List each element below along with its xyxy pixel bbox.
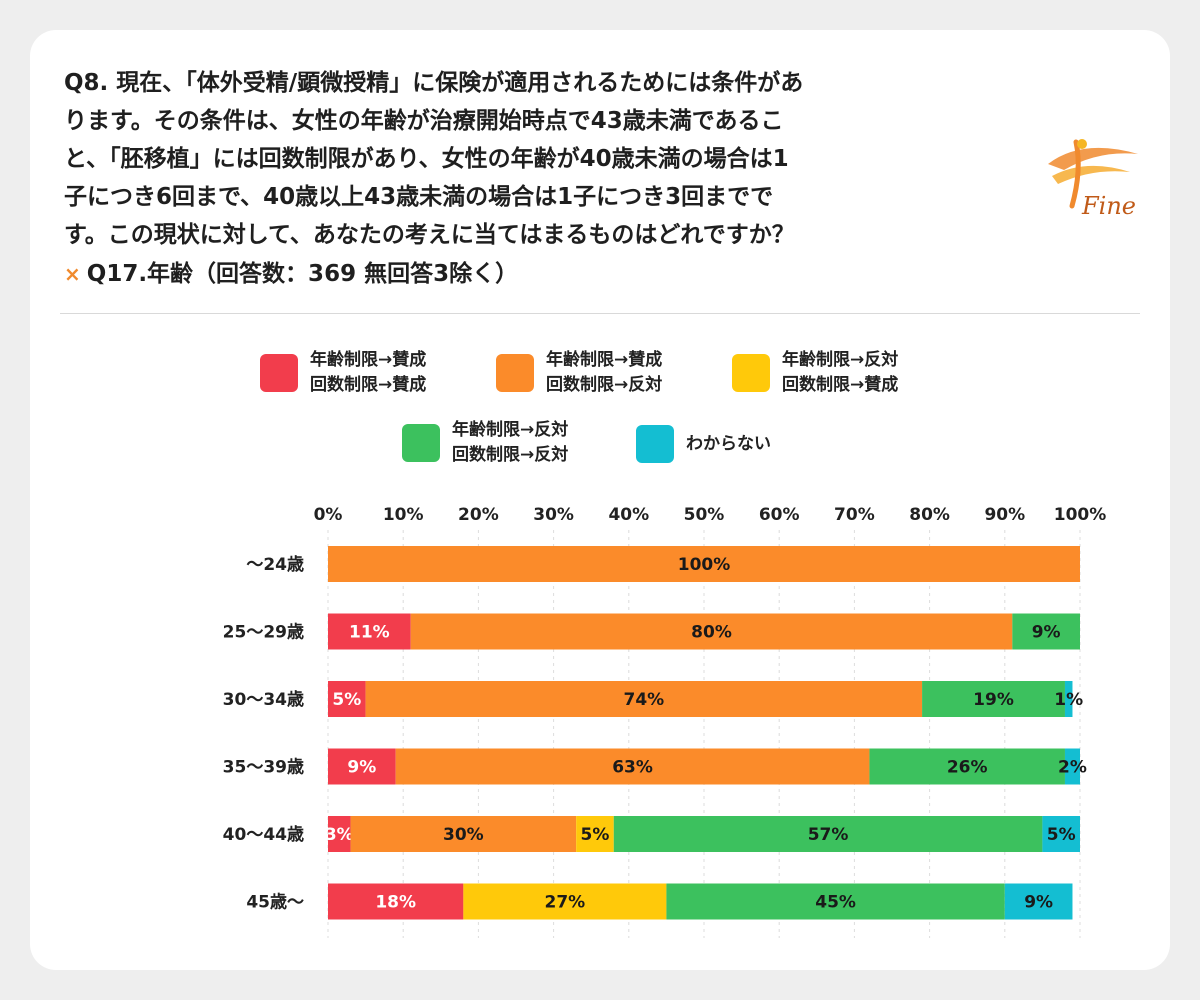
- x-tick-label: 20%: [458, 505, 499, 525]
- bar-segment: [1064, 681, 1073, 717]
- x-tick-label: 40%: [608, 505, 649, 525]
- bar-segment: [350, 816, 577, 852]
- category-label: 〜24歳: [246, 554, 304, 575]
- bar-segment: [1064, 748, 1080, 785]
- data-label: 63%: [612, 758, 653, 778]
- category-label: 35〜39歳: [223, 757, 304, 778]
- bar-segment: [1012, 613, 1080, 650]
- data-label: 100%: [678, 555, 731, 575]
- category-label: 45歳〜: [246, 892, 304, 913]
- bar-segment: [463, 883, 667, 920]
- divider: [60, 313, 1140, 314]
- data-label: 19%: [973, 690, 1014, 710]
- bar-segment: [328, 748, 396, 785]
- question-line: Q8. 現在、「体外受精/顕微授精」に保険が適用されるためには条件があ: [64, 70, 804, 96]
- x-tick-label: 50%: [684, 505, 725, 525]
- data-label: 26%: [947, 758, 988, 778]
- category-label: 40〜44歳: [223, 824, 304, 845]
- bar-segment: [1042, 816, 1080, 852]
- cross-icon: ×: [64, 262, 81, 286]
- crosstab-line: × Q17.年齢（回答数：369 無回答3除く）: [64, 254, 518, 288]
- data-label: 11%: [349, 623, 390, 643]
- data-label: 80%: [691, 623, 732, 643]
- x-tick-label: 100%: [1054, 505, 1107, 525]
- bar-segment: [922, 681, 1065, 717]
- bar-segment: [328, 613, 411, 650]
- bar-segment: [328, 546, 1080, 582]
- x-tick-label: 60%: [759, 505, 800, 525]
- data-label: 45%: [815, 893, 856, 913]
- x-tick-label: 90%: [984, 505, 1025, 525]
- bar-segment: [613, 816, 1043, 852]
- bar-segment: [666, 883, 1005, 920]
- stacked-bar-chart: 0% 10% 20% 30% 40% 50% 60% 70% 80% 90% 100% 〜24歳 100…: [223, 505, 1107, 938]
- category-label: 30〜34歳: [223, 689, 304, 710]
- data-label: 18%: [375, 893, 416, 913]
- x-tick-label: 70%: [834, 505, 875, 525]
- bar-segment: [869, 748, 1065, 785]
- bar-segment: [328, 883, 464, 920]
- question-line: ります。その条件は、女性の年齢が治療開始時点で43歳未満であるこ: [64, 108, 784, 134]
- data-label: 5%: [581, 825, 610, 845]
- question-line: す。この現状に対して、あなたの考えに当てはまるものはどれですか？: [64, 222, 795, 248]
- logo-text: Fine: [1081, 192, 1136, 220]
- bar-segment: [576, 816, 614, 852]
- data-label: 2%: [1058, 758, 1087, 778]
- question-line: と、「胚移植」には回数制限があり、女性の年齢が40歳未満の場合は1: [64, 146, 789, 172]
- data-label: 9%: [347, 758, 376, 778]
- data-label: 3%: [325, 825, 354, 845]
- data-label: 57%: [808, 825, 849, 845]
- bar-segment: [328, 681, 366, 717]
- data-label: 30%: [443, 825, 484, 845]
- bar-segment: [1004, 883, 1073, 920]
- bar-segment: [395, 748, 870, 785]
- data-label: 5%: [332, 690, 361, 710]
- question-text: Q8. 現在、「体外受精/顕微授精」に保険が適用されるためには条件があ ります。…: [64, 64, 1024, 254]
- data-label: 5%: [1047, 825, 1076, 845]
- data-label: 9%: [1032, 623, 1061, 643]
- crosstab-label: Q17.年齢（回答数：369 無回答3除く）: [86, 261, 519, 287]
- x-tick-label: 0%: [314, 505, 343, 525]
- fine-logo-icon: Fine: [1048, 139, 1138, 220]
- bar-segment: [410, 613, 1013, 650]
- bar-segment: [328, 816, 351, 852]
- data-label: 27%: [545, 893, 586, 913]
- data-label: 74%: [623, 690, 664, 710]
- x-tick-label: 10%: [383, 505, 424, 525]
- x-tick-label: 30%: [533, 505, 574, 525]
- chart-card: Q8. 現在、「体外受精/顕微授精」に保険が適用されるためには条件があ ります。…: [30, 30, 1170, 970]
- x-tick-label: 80%: [909, 505, 950, 525]
- bar-segment: [365, 681, 923, 717]
- category-label: 25〜29歳: [223, 622, 304, 643]
- data-label: 9%: [1024, 893, 1053, 913]
- question-line: 子につき6回まで、40歳以上43歳未満の場合は1子につき3回までで: [64, 184, 774, 210]
- data-label: 1%: [1054, 690, 1083, 710]
